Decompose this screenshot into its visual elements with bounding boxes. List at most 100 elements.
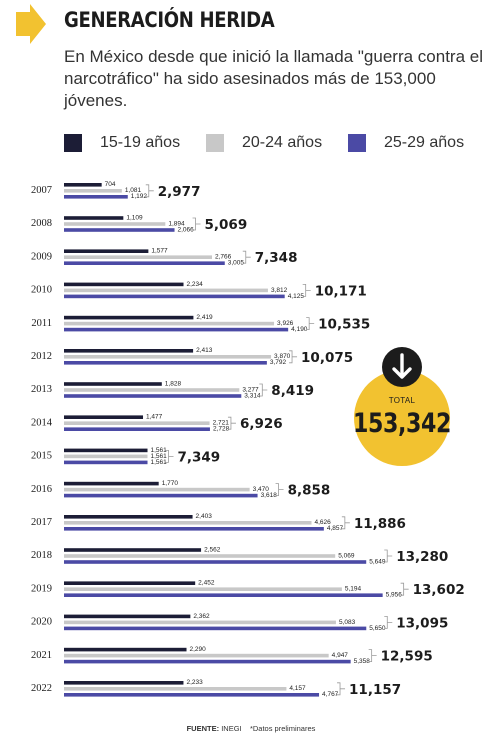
- total-bracket: [275, 483, 284, 496]
- value-label: 5,358: [354, 658, 371, 665]
- value-label: 3,005: [228, 260, 245, 267]
- legend-item-25-29: 25-29 años: [348, 131, 464, 155]
- value-label: 1,561: [151, 459, 168, 466]
- year-label: 2020: [31, 617, 52, 628]
- bar-20-24-a-os-2022: [64, 687, 287, 691]
- total-bracket: [165, 450, 174, 463]
- year-total-label: 6,926: [240, 416, 283, 432]
- year-label: 2016: [31, 484, 52, 495]
- total-bracket: [337, 682, 346, 696]
- bar-25-29-a-os-2017: [64, 527, 324, 531]
- bar-20-24-a-os-2016: [64, 487, 250, 492]
- bar-20-24-a-os-2015: [64, 454, 148, 459]
- value-label: 4,767: [322, 691, 339, 698]
- bar-20-24-a-os-2017: [64, 521, 312, 525]
- value-label: 1,561: [151, 447, 168, 454]
- bar-15-19-a-os-2014: [64, 415, 144, 419]
- year-label: 2015: [31, 451, 52, 462]
- value-label: 2,728: [213, 426, 230, 433]
- value-label: 1,770: [162, 480, 179, 487]
- legend-swatch-15-19: [64, 134, 82, 152]
- page-subtitle: En México desde que inició la llamada "g…: [64, 47, 483, 110]
- value-label: 3,277: [242, 386, 259, 393]
- year-total-label: 2,977: [158, 184, 201, 200]
- year-label: 2014: [31, 417, 53, 428]
- legend-item-20-24: 20-24 años: [206, 131, 322, 155]
- total-bracket: [384, 549, 393, 563]
- year-total-label: 12,595: [381, 649, 433, 665]
- bar-25-29-a-os-2016: [64, 493, 258, 498]
- value-label: 2,066: [178, 226, 195, 233]
- value-label: 2,234: [187, 281, 204, 288]
- year-total-label: 11,886: [354, 516, 406, 532]
- arrow-down-icon: [382, 347, 422, 387]
- value-label: 1,894: [168, 220, 185, 227]
- year-label: 2012: [31, 351, 52, 362]
- value-label: 3,870: [274, 353, 291, 360]
- value-label: 2,721: [213, 420, 230, 427]
- value-label: 4,947: [332, 652, 349, 659]
- year-total-label: 8,858: [288, 483, 331, 499]
- bar-15-19-a-os-2017: [64, 515, 193, 519]
- value-label: 2,419: [196, 314, 213, 321]
- bar-20-24-a-os-2013: [64, 388, 240, 392]
- value-label: 3,812: [271, 287, 288, 294]
- value-label: 5,649: [369, 558, 386, 565]
- value-label: 1,561: [151, 453, 168, 460]
- legend-swatch-25-29: [348, 134, 366, 152]
- total-bracket: [192, 217, 201, 231]
- year-total-label: 8,419: [271, 383, 314, 399]
- year-total-label: 13,602: [413, 582, 465, 598]
- total-bracket: [242, 250, 251, 264]
- value-label: 3,792: [270, 359, 287, 366]
- year-label: 2007: [31, 185, 52, 196]
- bar-25-29-a-os-2012: [64, 361, 267, 365]
- value-label: 3,618: [261, 492, 278, 499]
- value-label: 3,470: [253, 486, 270, 493]
- value-label: 1,477: [146, 414, 163, 421]
- year-total-label: 10,535: [318, 317, 370, 333]
- year-label: 2017: [31, 517, 52, 528]
- footer-note: *Datos preliminares: [249, 724, 316, 733]
- bar-25-29-a-os-2020: [64, 626, 367, 631]
- bar-20-24-a-os-2021: [64, 653, 329, 658]
- value-label: 1,577: [151, 248, 168, 255]
- year-total-label: 10,171: [315, 283, 367, 299]
- bar-25-29-a-os-2018: [64, 560, 367, 564]
- year-total-label: 7,348: [255, 250, 298, 266]
- bar-20-24-a-os-2009: [64, 255, 212, 259]
- year-label: 2009: [31, 251, 52, 262]
- bar-15-19-a-os-2021: [64, 647, 187, 652]
- legend-label-15-19: 15-19 años: [100, 134, 181, 151]
- bar-15-19-a-os-2015: [64, 448, 148, 453]
- total-label: TOTAL: [388, 396, 416, 405]
- value-label: 3,314: [244, 392, 261, 399]
- bar-25-29-a-os-2014: [64, 427, 210, 431]
- value-label: 4,125: [288, 293, 305, 300]
- bar-25-29-a-os-2007: [64, 195, 128, 199]
- bar-20-24-a-os-2018: [64, 554, 336, 558]
- total-bracket: [302, 284, 311, 297]
- bar-15-19-a-os-2013: [64, 382, 162, 386]
- bar-15-19-a-os-2018: [64, 548, 202, 552]
- total-bracket: [145, 184, 154, 198]
- bar-15-19-a-os-2008: [64, 216, 124, 220]
- value-label: 1,828: [165, 380, 182, 387]
- value-label: 4,157: [289, 685, 306, 692]
- value-label: 4,626: [314, 519, 331, 526]
- footer-source-name: INEGI: [221, 724, 242, 733]
- page-title: GENERACIÓN HERIDA: [64, 8, 275, 32]
- value-label: 2,403: [196, 513, 213, 520]
- year-total-label: 11,157: [349, 682, 401, 698]
- bar-20-24-a-os-2011: [64, 321, 275, 326]
- year-total-label: 7,349: [178, 449, 221, 465]
- footer-source: FUENTE: INEGI *Datos preliminares: [0, 724, 502, 733]
- total-bracket: [368, 649, 377, 662]
- total-circle: [354, 370, 450, 466]
- year-label: 2018: [31, 550, 52, 561]
- year-total-label: 13,095: [396, 615, 448, 631]
- bar-25-29-a-os-2021: [64, 659, 351, 664]
- footer-source-label: FUENTE:: [186, 724, 220, 733]
- bar-20-24-a-os-2019: [64, 587, 342, 591]
